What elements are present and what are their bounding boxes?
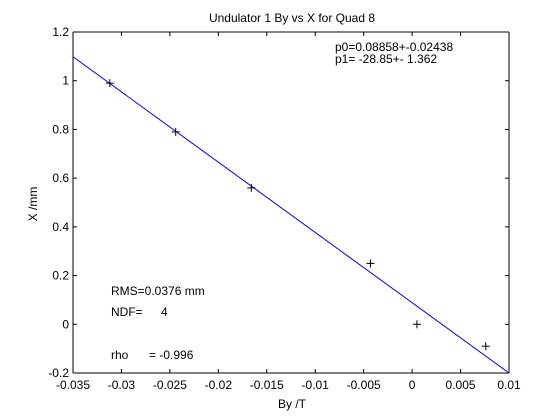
x-tick-label: -0.005 — [347, 378, 381, 392]
annotations: p0=0.08858+-0.02438 p1= -28.85+- 1.362 R… — [111, 40, 453, 362]
x-axis-title: By /T — [278, 397, 307, 411]
y-tick-label: 0.4 — [52, 220, 69, 234]
data-point — [171, 127, 180, 136]
y-tick-label: 1 — [62, 74, 69, 88]
x-tick-label: -0.03 — [108, 378, 136, 392]
x-tick-label: 0.01 — [497, 378, 521, 392]
y-tick-label: 0.8 — [52, 122, 69, 136]
x-tick-label: -0.02 — [205, 378, 233, 392]
x-tick-label: -0.035 — [56, 378, 90, 392]
data-point — [412, 320, 421, 329]
data-point — [247, 183, 256, 192]
ndf-value: 4 — [161, 305, 168, 319]
x-tick-label: -0.025 — [153, 378, 187, 392]
data-point — [366, 259, 375, 268]
fit-line — [72, 56, 510, 374]
x-ticks: -0.035 -0.03 -0.025 -0.02 -0.015 -0.01 -0.005 0… — [56, 32, 521, 392]
x-tick-label: -0.01 — [302, 378, 330, 392]
x-tick-label: 0 — [409, 378, 416, 392]
x-tick-label: -0.015 — [250, 378, 284, 392]
ndf-label: NDF= — [111, 305, 143, 319]
chart-title: Undulator 1 By vs X for Quad 8 — [209, 11, 375, 25]
fit-p0-annotation: p0=0.08858+-0.02438 — [335, 40, 453, 54]
x-tick-label: 0.005 — [446, 378, 476, 392]
plot-frame — [72, 31, 510, 374]
y-ticks: -0.2 0 0.2 0.4 0.6 0.8 1 1.2 — [48, 25, 509, 380]
data-point — [105, 79, 114, 88]
y-tick-label: -0.2 — [48, 366, 69, 380]
points-layer — [105, 79, 490, 351]
data-point — [481, 342, 490, 351]
y-axis-title: X /mm — [26, 187, 40, 222]
fit-layer — [72, 56, 510, 374]
y-tick-label: 0 — [62, 317, 69, 331]
y-tick-label: 0.6 — [52, 171, 69, 185]
y-tick-label: 1.2 — [52, 25, 69, 39]
fit-p1-annotation: p1= -28.85+- 1.362 — [335, 52, 437, 66]
y-tick-label: 0.2 — [52, 269, 69, 283]
rms-annotation: RMS=0.0376 mm — [111, 284, 205, 298]
rho-label: rho — [111, 348, 129, 362]
rho-value: = -0.996 — [149, 348, 194, 362]
